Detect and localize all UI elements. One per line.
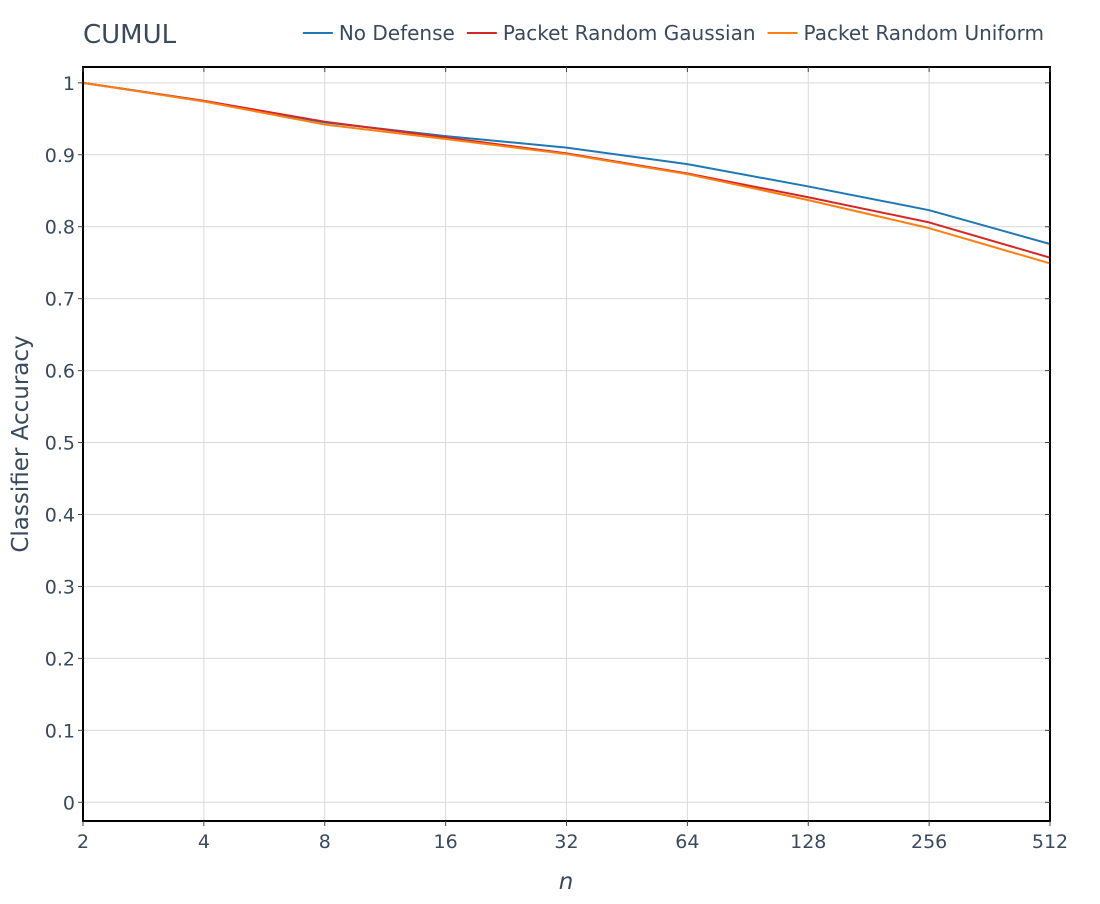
legend-label: Packet Random Uniform <box>804 21 1044 45</box>
y-tick-label: 1 <box>63 73 75 95</box>
x-tick-label: 256 <box>911 831 947 853</box>
x-axis-ticks: 2 4 8 16 32 64 128 256 512 <box>77 67 1068 853</box>
x-tick-label: 512 <box>1032 831 1068 853</box>
chart-title: CUMUL <box>83 20 177 50</box>
x-axis-title: n <box>559 869 574 895</box>
x-tick-label: 2 <box>77 831 89 853</box>
y-axis-title: Classifier Accuracy <box>8 335 34 552</box>
legend-label: Packet Random Gaussian <box>503 21 756 45</box>
x-tick-label: 16 <box>434 831 458 853</box>
y-axis-ticks: 0 0.1 0.2 0.3 0.4 0.5 0.6 0.7 0.8 0.9 1 <box>45 73 1050 814</box>
x-tick-label: 128 <box>790 831 826 853</box>
x-tick-label: 64 <box>675 831 699 853</box>
grid <box>82 67 1051 821</box>
y-tick-label: 0.7 <box>45 289 75 311</box>
y-tick-label: 0.5 <box>45 433 75 455</box>
legend-item-packet-random-gaussian[interactable]: Packet Random Gaussian <box>466 21 756 45</box>
y-tick-label: 0.3 <box>45 576 75 598</box>
y-tick-label: 0 <box>63 792 75 814</box>
x-tick-label: 8 <box>319 831 331 853</box>
legend-item-no-defense[interactable]: No Defense <box>302 21 455 45</box>
y-tick-label: 0.8 <box>45 217 75 239</box>
series-line-packet-random-uniform <box>82 81 1051 265</box>
y-tick-label: 0.4 <box>45 505 75 527</box>
y-tick-label: 0.9 <box>45 145 75 167</box>
x-tick-label: 32 <box>554 831 578 853</box>
y-tick-label: 0.6 <box>45 361 75 383</box>
x-tick-label: 4 <box>198 831 210 853</box>
y-tick-label: 0.1 <box>45 720 75 742</box>
legend-item-packet-random-uniform[interactable]: Packet Random Uniform <box>767 21 1044 45</box>
series-lines <box>82 81 1051 265</box>
legend[interactable]: No Defense Packet Random Gaussian Packet R… <box>302 21 1044 45</box>
legend-label: No Defense <box>339 21 455 45</box>
y-tick-label: 0.2 <box>45 648 75 670</box>
